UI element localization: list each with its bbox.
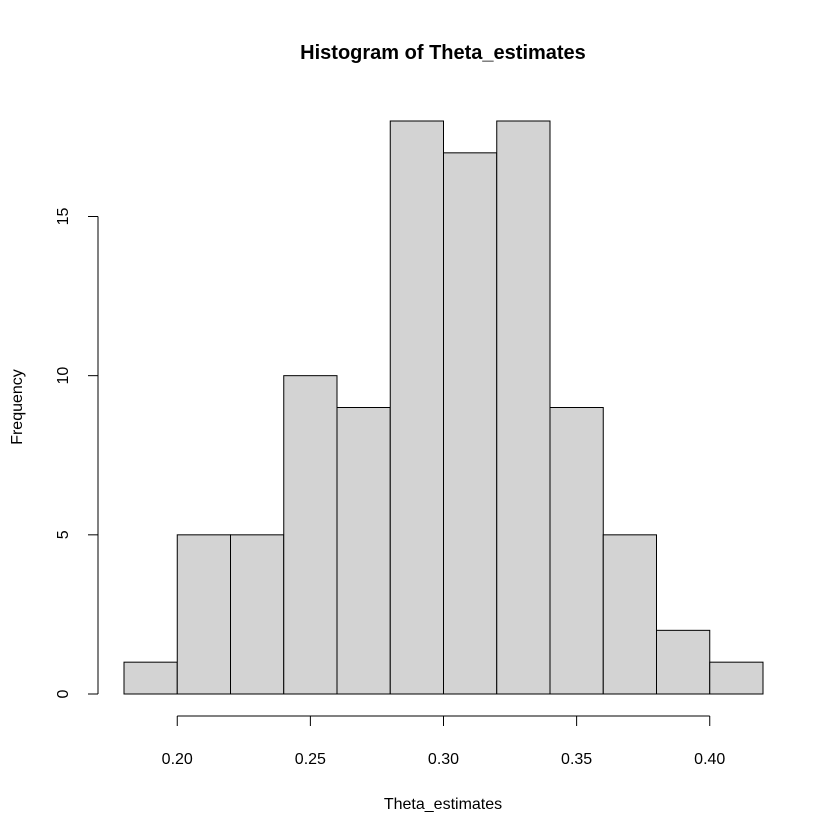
x-tick-label-1: 0.25 xyxy=(295,751,326,768)
bars-group xyxy=(123,120,764,695)
histogram-bar-2 xyxy=(230,534,285,695)
histogram-bar-10 xyxy=(656,629,711,695)
histogram-bar-1 xyxy=(176,534,231,695)
x-axis: 0.20 0.25 0.30 0.35 0.40 xyxy=(162,715,725,768)
y-tick-label-3: 15 xyxy=(55,208,72,226)
histogram-bar-7 xyxy=(496,120,551,695)
y-tick-label-1: 5 xyxy=(55,530,72,539)
y-axis: 0 5 10 15 xyxy=(55,208,99,698)
x-axis-label: Theta_estimates xyxy=(384,796,502,813)
histogram-bar-6 xyxy=(443,152,498,695)
histogram-bar-11 xyxy=(709,661,764,695)
x-tick-label-3: 0.35 xyxy=(561,751,592,768)
chart-title: Histogram of Theta_estimates xyxy=(300,42,586,64)
x-tick-label-0: 0.20 xyxy=(162,751,193,768)
y-tick-label-0: 0 xyxy=(55,689,72,698)
histogram-bar-8 xyxy=(549,407,604,695)
y-axis-label: Frequency xyxy=(9,369,26,445)
histogram-bar-0 xyxy=(123,661,178,695)
histogram-bar-5 xyxy=(389,120,444,695)
x-tick-label-2: 0.30 xyxy=(428,751,459,768)
y-tick-label-2: 10 xyxy=(55,367,72,385)
histogram-bar-3 xyxy=(283,375,338,695)
histogram-bar-4 xyxy=(336,407,391,695)
x-tick-label-4: 0.40 xyxy=(694,751,725,768)
histogram-bar-9 xyxy=(602,534,657,695)
